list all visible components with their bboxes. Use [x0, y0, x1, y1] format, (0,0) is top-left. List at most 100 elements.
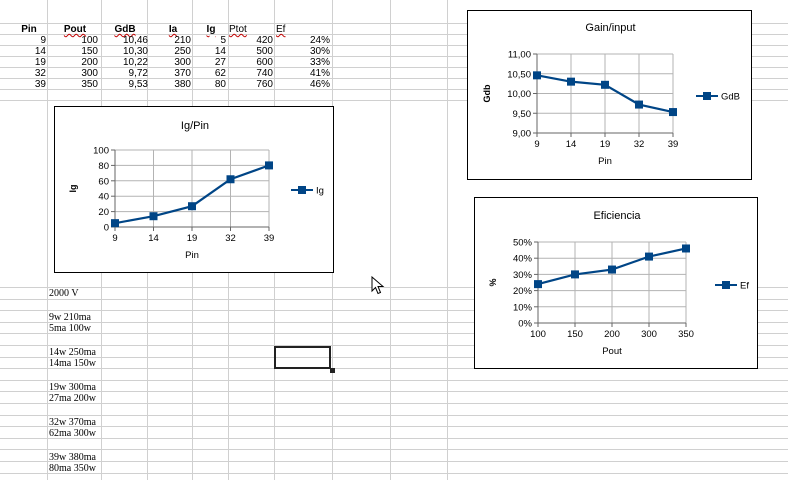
chart-gain-input[interactable]: Gain/input 9,00 9,50 10,00 10,50 11,00 9 14 19 32… — [467, 10, 752, 180]
table-cell[interactable]: 350 — [81, 79, 98, 90]
x-tick-label: 150 — [567, 329, 583, 340]
table-cell[interactable]: 5 — [220, 35, 226, 46]
y-tick-label: 9,50 — [513, 109, 532, 120]
chart-eficiencia[interactable]: Eficiencia 0% 10% 20% 30% 40% 50% 100 150 200 300 3… — [474, 197, 758, 369]
x-tick-label: 32 — [225, 233, 236, 244]
table-cell[interactable]: 500 — [256, 46, 273, 57]
table-cell[interactable]: 420 — [256, 35, 273, 46]
y-tick-label: 20 — [98, 207, 109, 218]
table-cell[interactable]: 250 — [174, 46, 191, 57]
header-ig[interactable]: Ig — [206, 24, 216, 35]
selected-cell[interactable] — [274, 346, 331, 369]
table-cell[interactable]: 32 — [34, 68, 46, 79]
note-3b[interactable]: 27ma 200w — [49, 393, 96, 404]
data-point — [645, 252, 653, 261]
x-axis-label: Pin — [598, 156, 612, 167]
table-cell[interactable]: 10,46 — [122, 35, 148, 46]
y-tick-label: 20% — [513, 286, 533, 297]
table-cell[interactable]: 19 — [34, 57, 46, 68]
data-point — [149, 212, 158, 221]
table-cell[interactable]: 33% — [309, 57, 330, 68]
note-5b[interactable]: 80ma 350w — [49, 463, 96, 474]
x-tick-label: 39 — [668, 139, 679, 150]
note-4b[interactable]: 62ma 300w — [49, 428, 96, 439]
note-2a[interactable]: 14w 250ma — [49, 347, 96, 358]
chart-ig-svg: Ig/Pin 0 20 40 60 80 100 9 14 19 32 39 Pin Ig Ig — [68, 120, 324, 261]
x-axis-label: Pin — [185, 250, 199, 261]
data-point — [601, 80, 609, 89]
y-axis-label: Ig — [68, 185, 78, 193]
data-point — [669, 108, 677, 117]
y-tick-label: 40% — [513, 254, 533, 265]
table-cell[interactable]: 740 — [256, 68, 273, 79]
header-gdb[interactable]: GdB — [114, 24, 136, 35]
header-ptot[interactable]: Ptot — [229, 24, 247, 35]
header-pin[interactable]: Pin — [21, 24, 37, 35]
table-cell[interactable]: 27 — [214, 57, 226, 68]
fill-handle[interactable] — [330, 368, 335, 373]
x-tick-label: 9 — [534, 139, 539, 150]
x-tick-label: 14 — [566, 139, 577, 150]
legend-label: Ig — [316, 186, 324, 197]
x-tick-label: 300 — [641, 329, 657, 340]
y-tick-label: 60 — [98, 176, 109, 187]
x-tick-label: 39 — [264, 233, 275, 244]
y-tick-label: 40 — [98, 192, 109, 203]
x-tick-label: 9 — [112, 233, 117, 244]
y-axis-label: % — [488, 278, 498, 286]
note-5a[interactable]: 39w 380ma — [49, 452, 96, 463]
note-2b[interactable]: 14ma 150w — [49, 358, 96, 369]
data-point — [534, 280, 542, 289]
data-point — [265, 161, 273, 170]
table-cell[interactable]: 150 — [81, 46, 98, 57]
legend-label: GdB — [721, 92, 740, 103]
note-1a[interactable]: 9w 210ma — [49, 312, 91, 323]
table-cell[interactable]: 380 — [174, 79, 191, 90]
table-cell[interactable]: 200 — [81, 57, 98, 68]
x-tick-label: 19 — [600, 139, 611, 150]
header-ef[interactable]: Ef — [276, 24, 286, 35]
table-cell[interactable]: 9,72 — [128, 68, 148, 79]
table-cell[interactable]: 62 — [214, 68, 226, 79]
y-tick-label: 10,00 — [507, 89, 531, 100]
table-cell[interactable]: 10,22 — [122, 57, 148, 68]
mouse-cursor-icon — [371, 276, 385, 295]
table-cell[interactable]: 210 — [174, 35, 191, 46]
header-pout[interactable]: Pout — [63, 24, 87, 35]
y-axis-label: Gdb — [482, 84, 492, 102]
table-cell[interactable]: 370 — [174, 68, 191, 79]
table-cell[interactable]: 30% — [309, 46, 330, 57]
note-1b[interactable]: 5ma 100w — [49, 323, 91, 334]
table-cell[interactable]: 14 — [34, 46, 46, 57]
note-4a[interactable]: 32w 370ma — [49, 417, 96, 428]
header-ia[interactable]: Ia — [168, 24, 178, 35]
y-tick-label: 0% — [518, 319, 532, 330]
table-cell[interactable]: 46% — [309, 79, 330, 90]
chart-title: Ig/Pin — [181, 120, 209, 132]
y-tick-label: 10% — [513, 302, 533, 313]
y-tick-label: 10,50 — [507, 69, 531, 80]
data-point — [571, 270, 579, 279]
table-cell[interactable]: 100 — [81, 35, 98, 46]
note-voltage[interactable]: 2000 V — [49, 288, 79, 299]
y-tick-label: 50% — [513, 238, 533, 249]
table-cell[interactable]: 600 — [256, 57, 273, 68]
table-cell[interactable]: 9 — [40, 35, 46, 46]
table-cell[interactable]: 300 — [81, 68, 98, 79]
y-tick-label: 30% — [513, 270, 533, 281]
table-cell[interactable]: 24% — [309, 35, 330, 46]
table-cell[interactable]: 39 — [34, 79, 46, 90]
chart-ig-pin[interactable]: Ig/Pin 0 20 40 60 80 100 9 14 19 32 39 Pin Ig Ig — [54, 106, 334, 273]
table-cell[interactable]: 80 — [214, 79, 226, 90]
table-cell[interactable]: 41% — [309, 68, 330, 79]
table-cell[interactable]: 14 — [214, 46, 226, 57]
x-tick-label: 200 — [604, 329, 620, 340]
note-3a[interactable]: 19w 300ma — [49, 382, 96, 393]
data-point — [226, 175, 235, 184]
x-axis-label: Pout — [602, 346, 622, 357]
table-cell[interactable]: 300 — [174, 57, 191, 68]
data-point — [533, 71, 541, 80]
table-cell[interactable]: 9,53 — [128, 79, 148, 90]
table-cell[interactable]: 10,30 — [122, 46, 148, 57]
table-cell[interactable]: 760 — [256, 79, 273, 90]
